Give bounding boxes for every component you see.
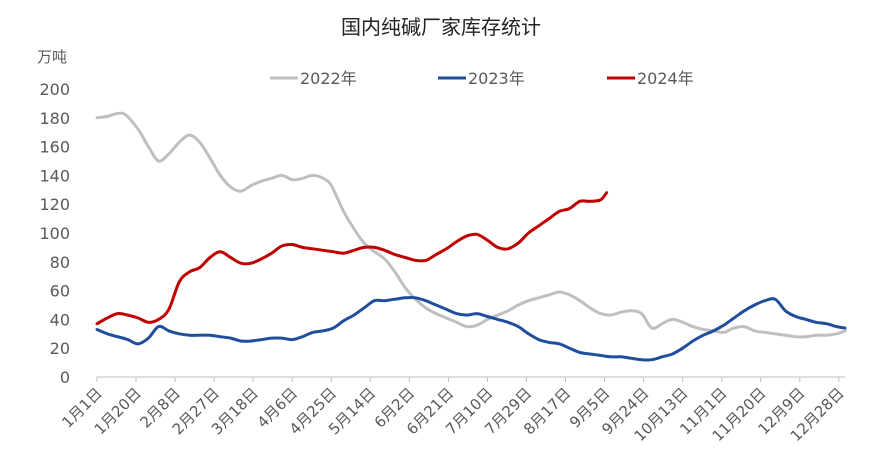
y-tick-label: 80 xyxy=(50,253,70,272)
y-tick-label: 40 xyxy=(50,310,70,329)
y-tick-label: 160 xyxy=(39,138,70,157)
plot-area xyxy=(95,111,847,362)
y-tick-label: 0 xyxy=(60,368,70,387)
series-line-2023年 xyxy=(95,296,847,362)
chart-title: 国内纯碱厂家库存统计 xyxy=(341,15,541,39)
y-axis-unit-label: 万吨 xyxy=(37,48,67,66)
legend: 2022年 2023年 2024年 xyxy=(270,69,694,88)
y-tick-label: 180 xyxy=(39,109,70,128)
series-line-2022年 xyxy=(95,111,847,339)
y-tick-label: 140 xyxy=(39,166,70,185)
y-axis: 0 20 40 60 80 100 120 140 160 180 200 xyxy=(39,80,70,387)
y-tick-label: 100 xyxy=(39,224,70,243)
y-tick-label: 20 xyxy=(50,339,70,358)
legend-label: 2024年 xyxy=(637,69,694,88)
x-axis: 1月1日1月20日2月8日2月27日3月18日4月6日4月25日5月14日6月2… xyxy=(58,377,848,445)
y-tick-label: 120 xyxy=(39,195,70,214)
legend-label: 2023年 xyxy=(468,69,525,88)
legend-label: 2022年 xyxy=(300,69,357,88)
y-tick-label: 60 xyxy=(50,282,70,301)
y-tick-label: 200 xyxy=(39,80,70,99)
series-line-2024年 xyxy=(95,191,609,326)
